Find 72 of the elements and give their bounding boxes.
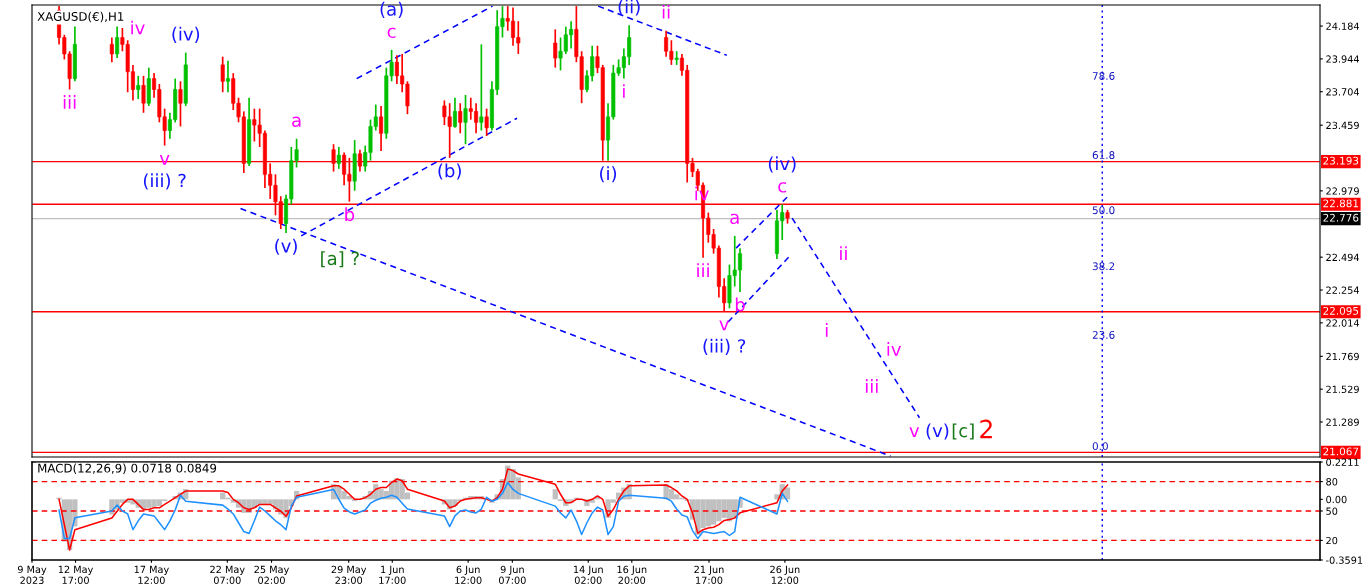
annotation: a — [292, 116, 301, 127]
y-tick-label: 22.014 — [1326, 319, 1360, 327]
annotation: 0.0 — [1092, 442, 1108, 451]
annotation: (ii) — [618, 0, 640, 16]
annotation: [a] ? — [321, 251, 359, 268]
x-tick-label: 9 Jun 07:00 — [498, 565, 526, 584]
y-tick-label: -0.3591 — [1326, 556, 1363, 564]
annotation: b — [735, 297, 745, 312]
annotation: v — [909, 427, 920, 438]
annotation: (a) — [380, 1, 403, 18]
annotation: 78.6 — [1092, 72, 1115, 80]
y-tick-label: 23.459 — [1326, 121, 1359, 130]
annotation: ii — [662, 4, 670, 19]
annotation: c — [387, 27, 396, 39]
x-tick-label: 26 Jun 12:00 — [770, 565, 800, 584]
annotation: (b) — [438, 163, 461, 180]
annotation: c — [778, 182, 787, 193]
x-tick-label: 17 May 12:00 — [134, 565, 169, 584]
ref-line-label: 22.095 — [1323, 306, 1359, 315]
text: XAGUSD(€),H1 — [37, 11, 124, 23]
annotation: (iii) ? — [143, 173, 186, 190]
x-tick-label: 12 May 17:00 — [58, 565, 94, 584]
y-tick-label: 21.769 — [1326, 352, 1359, 361]
annotation: (v) — [275, 238, 297, 255]
annotation: b — [345, 207, 355, 222]
annotation: 61.8 — [1092, 151, 1115, 159]
annotation: iv — [131, 20, 145, 35]
annotation: i — [825, 323, 828, 337]
ref-line-label: 22.881 — [1323, 199, 1359, 208]
ref-line-label: 21.067 — [1323, 447, 1359, 456]
x-tick-label: 1 Jun 17:00 — [379, 565, 406, 584]
annotation: i — [623, 84, 625, 98]
annotation: iii — [697, 263, 709, 278]
y-tick-label: 22.494 — [1326, 253, 1360, 262]
y2-tick-label: 20 — [1326, 536, 1338, 545]
annotation: ii — [840, 246, 847, 260]
annotation: 2 — [980, 419, 992, 439]
y-tick-label: 0.00 — [1326, 495, 1347, 504]
y-tick-label: 23.704 — [1326, 88, 1360, 96]
x-tick-label: 21 Jun 17:00 — [694, 565, 724, 584]
x-tick-label: 6 Jun 12:00 — [455, 565, 482, 584]
y-tick-label: 23.944 — [1326, 55, 1360, 63]
ref-line-label: 23.193 — [1323, 156, 1359, 165]
y-tick-label: 22.254 — [1326, 286, 1360, 294]
annotation: iii — [865, 379, 878, 393]
annotation: (iv) — [172, 26, 200, 43]
chart-title: MACD(12,26,9) 0.0718 0.0849 — [38, 463, 217, 474]
annotation: 23.6 — [1092, 331, 1115, 339]
y-tick-label: 21.529 — [1326, 385, 1359, 393]
annotation: v — [719, 320, 729, 331]
annotation: a — [730, 213, 739, 225]
x-tick-label: 16 Jun 20:00 — [617, 565, 647, 584]
annotation: [c] — [952, 423, 974, 440]
x-tick-label: 9 May 2023 — [17, 565, 47, 584]
annotation: iv — [887, 342, 901, 356]
annotation: (i) — [600, 166, 617, 183]
annotation: 38.2 — [1092, 262, 1115, 271]
ref-line-label: 22.776 — [1323, 213, 1359, 222]
y-tick-label: 24.184 — [1326, 22, 1360, 30]
annotation: (iii) ? — [703, 338, 746, 355]
annotation: (v) — [926, 423, 949, 440]
y2-tick-label: 50 — [1326, 507, 1338, 515]
x-tick-label: 14 Jun 02:00 — [573, 565, 603, 584]
x-tick-label: 29 May 23:00 — [331, 565, 367, 584]
y-tick-label: 0.2211 — [1326, 458, 1359, 466]
x-tick-label: 22 May 07:00 — [210, 565, 245, 584]
annotation: iii — [63, 95, 76, 109]
y2-tick-label: 80 — [1326, 478, 1338, 486]
annotation: 50.0 — [1092, 206, 1115, 215]
x-tick-label: 25 May 02:00 — [254, 565, 290, 584]
y-tick-label: 22.979 — [1326, 187, 1359, 195]
y-tick-label: 21.289 — [1326, 418, 1359, 426]
